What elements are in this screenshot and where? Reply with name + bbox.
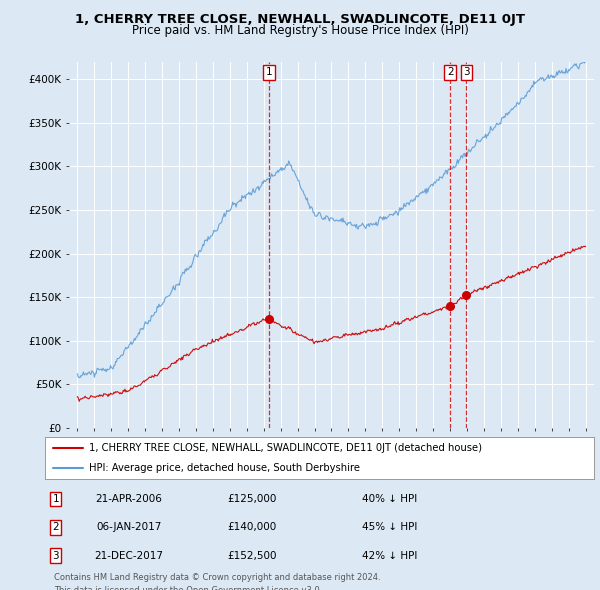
Text: 2: 2 [447, 67, 454, 77]
Text: 21-APR-2006: 21-APR-2006 [95, 494, 163, 504]
Text: 1: 1 [266, 67, 272, 77]
Text: 45% ↓ HPI: 45% ↓ HPI [362, 523, 418, 532]
Text: £152,500: £152,500 [227, 551, 277, 560]
Text: 06-JAN-2017: 06-JAN-2017 [97, 523, 161, 532]
Text: 40% ↓ HPI: 40% ↓ HPI [362, 494, 418, 504]
Text: 3: 3 [463, 67, 470, 77]
Text: Contains HM Land Registry data © Crown copyright and database right 2024.: Contains HM Land Registry data © Crown c… [54, 573, 380, 582]
Text: 2: 2 [52, 523, 59, 532]
Text: 1: 1 [52, 494, 59, 504]
Text: Price paid vs. HM Land Registry's House Price Index (HPI): Price paid vs. HM Land Registry's House … [131, 24, 469, 37]
Text: 21-DEC-2017: 21-DEC-2017 [95, 551, 163, 560]
Text: HPI: Average price, detached house, South Derbyshire: HPI: Average price, detached house, Sout… [89, 463, 360, 473]
Text: £140,000: £140,000 [227, 523, 277, 532]
Text: 1, CHERRY TREE CLOSE, NEWHALL, SWADLINCOTE, DE11 0JT (detached house): 1, CHERRY TREE CLOSE, NEWHALL, SWADLINCO… [89, 443, 482, 453]
Text: This data is licensed under the Open Government Licence v3.0.: This data is licensed under the Open Gov… [54, 586, 322, 590]
Text: 3: 3 [52, 551, 59, 560]
Text: 1, CHERRY TREE CLOSE, NEWHALL, SWADLINCOTE, DE11 0JT: 1, CHERRY TREE CLOSE, NEWHALL, SWADLINCO… [75, 13, 525, 26]
Text: 42% ↓ HPI: 42% ↓ HPI [362, 551, 418, 560]
Text: £125,000: £125,000 [227, 494, 277, 504]
